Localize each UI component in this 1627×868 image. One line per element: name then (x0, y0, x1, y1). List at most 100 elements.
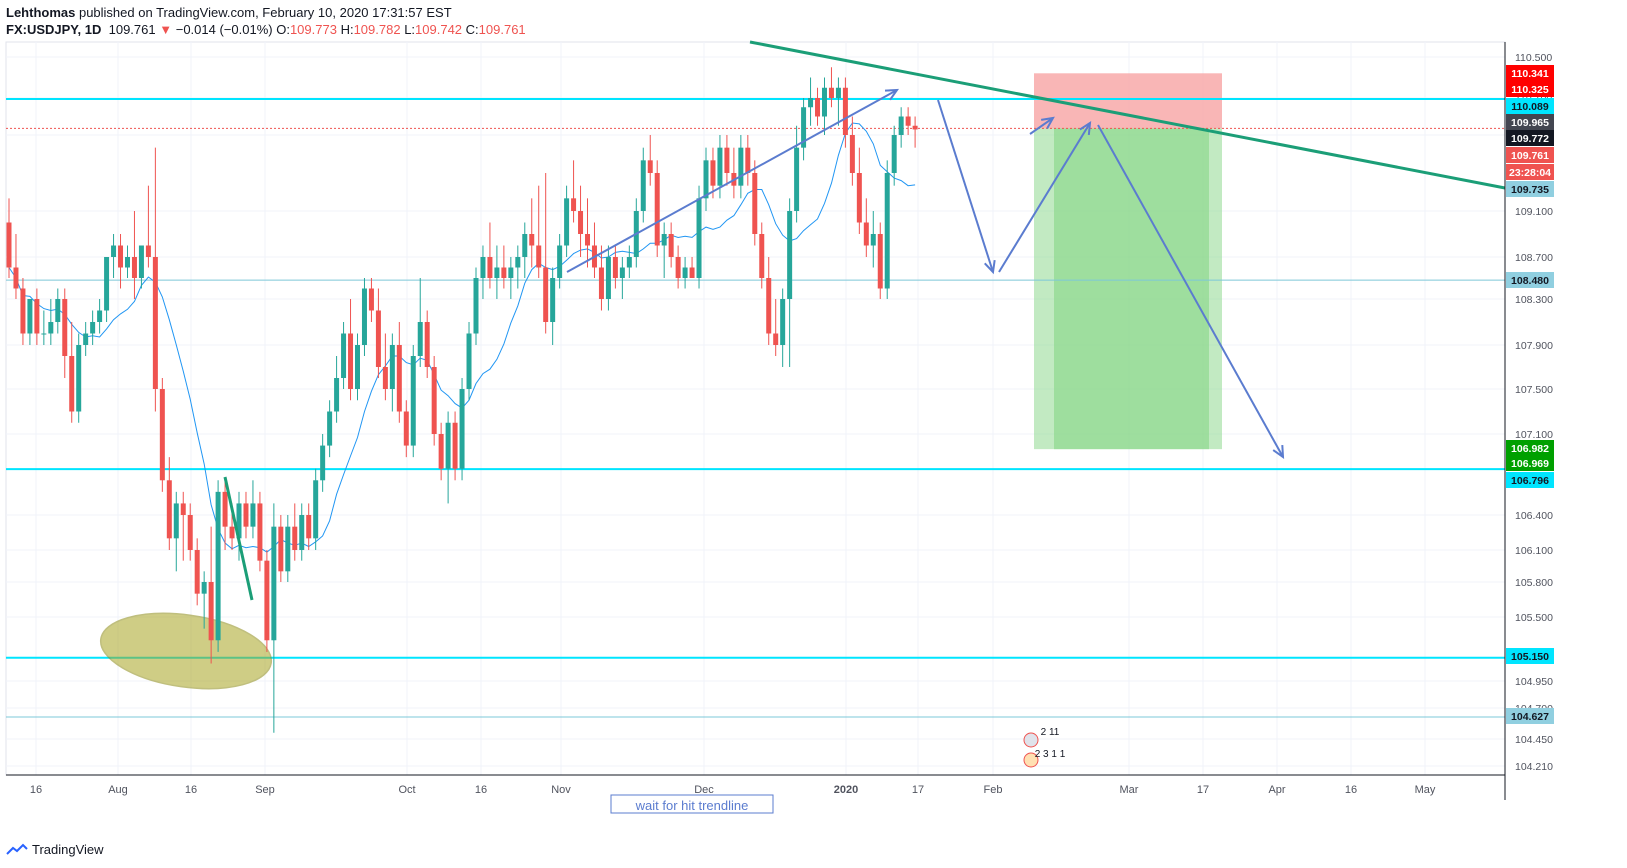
event-count-top: 2 11 (1041, 727, 1060, 738)
arrow-small (1029, 117, 1054, 135)
candle-body (34, 299, 40, 334)
candle-body (278, 526, 284, 572)
price-tag-bg (1506, 648, 1554, 664)
candle-body (48, 322, 54, 334)
open-value: 109.773 (289, 22, 337, 37)
candle-body (131, 257, 137, 278)
price-tag-label: 23:28:04 (1509, 167, 1551, 179)
candle-body (375, 310, 381, 367)
event-count-bottom: 2 3 1 1 (1035, 749, 1066, 760)
arrow-down-head (984, 259, 996, 275)
candle-body (745, 147, 751, 173)
candle-body (389, 345, 395, 389)
y-tick-label: 108.700 (1515, 252, 1553, 264)
y-tick-label: 109.100 (1515, 206, 1553, 218)
last-price: 109.761 (108, 22, 156, 37)
candles (6, 67, 918, 733)
candle-body (27, 299, 33, 334)
candle-body (856, 173, 862, 223)
price-tag-label: 106.969 (1511, 458, 1549, 470)
position-zones[interactable] (1034, 73, 1222, 450)
candle-body (13, 267, 19, 289)
price-tag-bg (1506, 114, 1554, 130)
x-tick-label: Nov (551, 784, 571, 796)
candle-body (145, 245, 151, 257)
candle-body (62, 299, 68, 356)
price-tag-label: 108.480 (1511, 275, 1549, 287)
candle-body (257, 503, 263, 561)
candle-body (536, 245, 542, 268)
chart-header: Lehthomas published on TradingView.com, … (6, 4, 526, 38)
text-note[interactable]: wait for hit trendline (610, 794, 774, 814)
price-tag-bg (1506, 98, 1554, 114)
price-tag-bg (1506, 164, 1554, 180)
candle-body (794, 147, 800, 211)
candle-body (689, 267, 695, 278)
candle-body (522, 234, 528, 257)
candle-body (543, 267, 549, 322)
price-axis[interactable]: 110.500110.100109.700109.100108.700108.3… (1504, 42, 1554, 800)
candle-body (424, 322, 430, 367)
price-tag-bg (1506, 455, 1554, 471)
candle-body (598, 267, 604, 299)
candle-body (417, 322, 423, 356)
candle-body (815, 98, 821, 117)
candle-body (647, 160, 653, 173)
candle-body (835, 87, 841, 98)
candle-body (912, 125, 918, 130)
price-tag-label: 110.341 (1511, 68, 1549, 80)
x-tick-label: 17 (912, 784, 924, 796)
arrow-target (1097, 124, 1284, 458)
candle-body (780, 299, 786, 345)
candle-body (877, 234, 883, 289)
price-tag-label: 109.772 (1511, 133, 1549, 145)
candle-body (717, 147, 723, 186)
x-tick-label: 17 (1197, 784, 1209, 796)
y-tick-label: 106.100 (1515, 545, 1553, 557)
x-tick-label: Sep (255, 784, 275, 796)
candle-body (194, 550, 200, 594)
symbol-label[interactable]: FX:USDJPY, 1D (6, 22, 102, 37)
candle-body (410, 356, 416, 446)
close-value: 109.761 (478, 22, 526, 37)
price-tag-label: 104.627 (1511, 711, 1549, 723)
price-tag-label: 109.965 (1511, 117, 1549, 129)
candle-body (466, 333, 472, 389)
candle-body (605, 257, 611, 299)
candle-body (76, 345, 82, 412)
candle-body (438, 434, 444, 469)
price-tag-bg (1506, 147, 1554, 163)
candle-body (348, 333, 354, 389)
time-axis[interactable]: 16 Aug 16 Sep Oct 16 Nov Dec 2020 17 Feb Mar 17 Apr 16… (6, 774, 1505, 796)
down-arrow-icon: ▼ (159, 22, 173, 37)
candle-body (229, 526, 235, 539)
candle-body (334, 378, 340, 412)
candle-body (849, 135, 855, 173)
candle-body (585, 234, 591, 246)
candle-body (550, 278, 556, 322)
close-label: C: (465, 22, 479, 37)
price-tag-label: 110.325 (1511, 84, 1549, 96)
x-tick-label: Mar (1120, 784, 1139, 796)
publisher-name[interactable]: Lehthomas (6, 5, 76, 20)
candle-body (90, 322, 96, 334)
trend-drawings[interactable] (223, 40, 1506, 601)
price-tag-label: 109.735 (1511, 184, 1549, 196)
y-tick-label: 104.950 (1515, 676, 1553, 688)
candle-body (445, 422, 451, 469)
candle-body (111, 245, 117, 257)
candle-body (494, 267, 500, 278)
x-tick-label: 16 (475, 784, 487, 796)
brand-label[interactable]: TradingView (32, 842, 104, 857)
candle-body (55, 299, 61, 322)
price-tag-label: 109.761 (1511, 150, 1549, 162)
candle-body (766, 278, 772, 334)
event-markers[interactable]: 2 11 2 3 1 1 (1023, 727, 1066, 768)
candle-body (738, 147, 744, 186)
y-tick-label: 105.800 (1515, 577, 1553, 589)
horizontal-levels[interactable] (6, 98, 1505, 718)
y-tick-label: 108.300 (1515, 294, 1553, 306)
highlight-ellipse[interactable] (96, 603, 276, 698)
candle-body (431, 367, 437, 434)
